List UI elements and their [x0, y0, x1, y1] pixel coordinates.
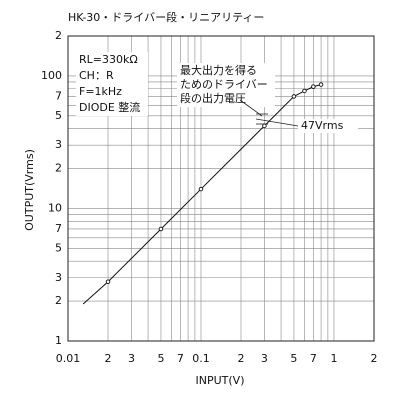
plot-frame: [67, 35, 375, 342]
x-tick-label: 3: [128, 352, 135, 365]
condition: RL=330kΩ: [79, 53, 138, 66]
data-point: [198, 186, 204, 192]
data-point: [158, 226, 164, 232]
annotation: ためのドライバー: [180, 78, 268, 91]
data-point: [105, 279, 111, 284]
data-point: [311, 84, 316, 89]
marker-label-box: [298, 119, 358, 133]
data-point: [262, 123, 267, 129]
x-tick-label: 3: [261, 352, 268, 365]
y-tick-label: 10: [48, 201, 62, 214]
annotation: 段の出力電圧: [180, 91, 246, 105]
x-tick-label: 2: [105, 352, 112, 365]
annotation-box: [177, 63, 275, 107]
x-tick-label: 1: [330, 352, 337, 365]
condition: F=1kHz: [79, 85, 122, 98]
x-tick-label: 7: [177, 352, 184, 365]
chart-title: HK-30・ドライバー段・リニアリティー: [68, 10, 264, 24]
x-tick-label: 2: [371, 352, 378, 365]
data-point: [318, 82, 324, 87]
marker-label: 47Vrms: [301, 119, 344, 132]
y-tick-label: 100: [41, 69, 62, 82]
x-axis-label: INPUT(V): [196, 374, 245, 387]
y-tick-label: 2: [55, 294, 62, 307]
y-tick-label: 5: [55, 241, 62, 254]
y-tick-label: 2: [55, 162, 62, 175]
leader-line: [239, 99, 263, 117]
x-tick-label: 0.1: [192, 352, 210, 365]
data-point: [291, 94, 297, 99]
y-tick-label: 3: [55, 138, 62, 151]
x-tick-label: 7: [310, 352, 317, 365]
x-tick-label: 5: [157, 352, 164, 365]
y-tick-label: 7: [55, 222, 62, 235]
annotation: 最大出力を得る: [180, 63, 257, 77]
y-tick-label: 7: [55, 89, 62, 102]
y-tick-label: 1: [55, 334, 62, 347]
x-tick-label: 0.01: [56, 352, 81, 365]
data-line: [82, 84, 322, 305]
conditions-box: [76, 52, 148, 116]
condition: DIODE 整流: [79, 100, 140, 114]
y-axis-label: OUTPUT(Vrms): [23, 149, 36, 231]
y-tick-label: 5: [55, 109, 62, 122]
leader-line: [255, 118, 299, 127]
data-point: [302, 88, 307, 94]
y-tick-label: 3: [55, 271, 62, 284]
x-tick-label: 2: [238, 352, 245, 365]
y-tick-label: 2: [55, 29, 62, 42]
x-tick-label: 5: [290, 352, 297, 365]
condition: CH：R: [79, 69, 114, 82]
